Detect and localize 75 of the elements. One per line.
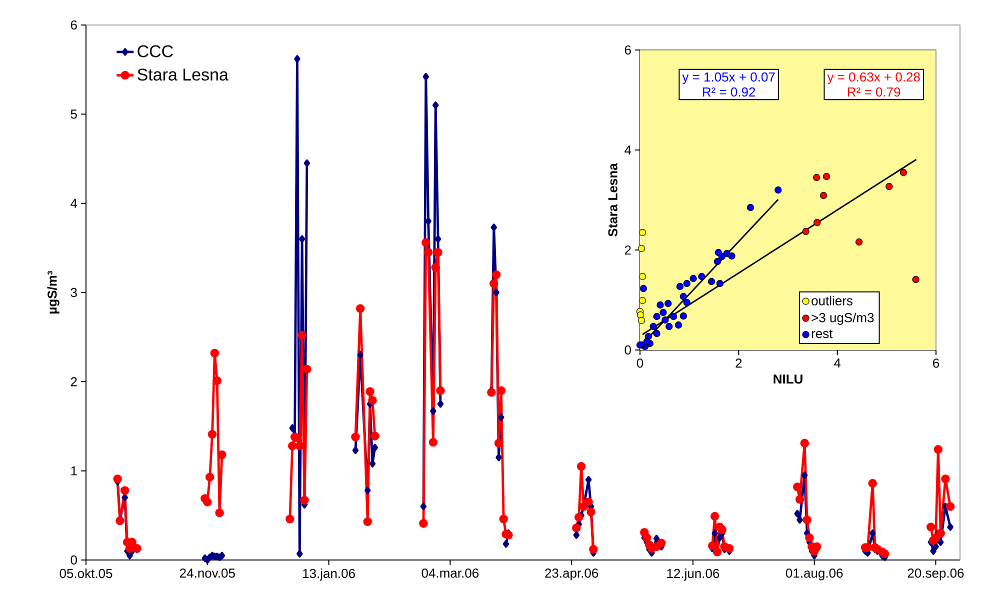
point — [638, 244, 646, 252]
point — [664, 300, 672, 308]
y-tick-label: 2 — [624, 245, 631, 255]
point — [718, 252, 726, 260]
point — [666, 322, 673, 330]
x-tick-label: 05.okt.05 — [60, 568, 112, 578]
x-tick-label: 24.nov.05 — [180, 568, 235, 578]
annotation: R² = 0.79 — [848, 87, 900, 97]
point — [813, 174, 820, 182]
x-tick-label: 4 — [834, 358, 841, 368]
x-tick-label: 12.jun.06 — [667, 568, 720, 581]
point — [650, 322, 657, 330]
legend-label: >3 ugS/m3 — [812, 312, 874, 325]
point — [653, 312, 660, 320]
point — [774, 186, 782, 194]
y-tick-label: 5 — [70, 110, 77, 119]
point — [802, 228, 810, 236]
point — [855, 238, 863, 246]
y-tick-label: 0 — [70, 555, 77, 565]
point — [640, 284, 648, 292]
x-tick-label: 6 — [933, 358, 940, 368]
x-axis-title: NILU — [774, 374, 802, 384]
point — [653, 330, 660, 338]
point — [676, 282, 684, 290]
point — [638, 272, 646, 280]
point — [660, 308, 667, 316]
point — [714, 258, 722, 266]
y-axis-title: µgS/m³ — [47, 270, 60, 314]
annotation: y = 1.05x + 0.07 — [682, 72, 775, 84]
point — [683, 298, 690, 306]
point — [683, 280, 690, 288]
point — [716, 280, 724, 288]
point — [638, 296, 646, 304]
point — [680, 312, 688, 320]
point — [670, 312, 678, 320]
point — [638, 316, 646, 324]
x-tick-label: 01.aug.06 — [786, 568, 843, 580]
x-tick-label: 13.jan.06 — [303, 568, 355, 581]
legend-label: CCC — [138, 45, 173, 58]
point — [820, 192, 828, 200]
point — [886, 182, 893, 190]
point — [900, 168, 908, 176]
point — [746, 204, 754, 212]
y-axis-title: Stara Lesna — [608, 163, 618, 236]
y-tick-label: 3 — [70, 288, 77, 298]
y-tick-label: 0 — [624, 345, 631, 355]
x-tick-label: 20.sep.06 — [908, 568, 964, 580]
point — [638, 228, 646, 236]
point — [698, 272, 706, 280]
annotation: R² = 0.92 — [702, 87, 756, 97]
y-tick-label: 4 — [624, 146, 632, 154]
point — [643, 338, 651, 346]
point — [680, 292, 688, 300]
x-tick-label: 2 — [736, 358, 742, 368]
y-tick-label: 6 — [70, 20, 77, 30]
point — [728, 252, 736, 260]
y-tick-label: 2 — [70, 377, 77, 386]
point — [690, 274, 697, 282]
y-tick-label: 1 — [71, 466, 77, 476]
x-tick-label: 23.apr.06 — [545, 568, 598, 580]
y-tick-label: 6 — [624, 45, 631, 55]
point — [674, 321, 682, 329]
annotation: y = 0.63x + 0.28 — [827, 72, 920, 84]
point — [662, 316, 669, 324]
legend-label: outliers — [812, 296, 852, 306]
point — [822, 172, 830, 180]
legend-label: rest — [812, 330, 833, 338]
point — [912, 276, 920, 284]
point — [814, 218, 821, 226]
point — [656, 301, 664, 309]
x-tick-label: 04.mar.06 — [422, 568, 478, 578]
point — [708, 278, 716, 286]
legend-label: Stara Lesna — [138, 68, 228, 81]
x-tick-label: 0 — [636, 358, 644, 368]
y-tick-label: 4 — [70, 198, 78, 208]
